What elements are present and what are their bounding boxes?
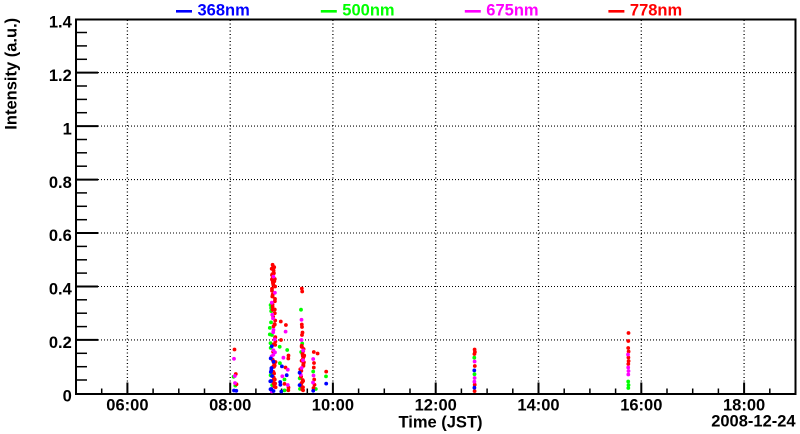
svg-text:1.2: 1.2 [49,67,72,85]
svg-text:0.2: 0.2 [49,334,72,352]
svg-text:12:00: 12:00 [415,397,457,415]
svg-text:14:00: 14:00 [517,397,559,415]
svg-text:08:00: 08:00 [209,397,251,415]
svg-text:2008-12-24: 2008-12-24 [711,413,796,431]
svg-text:675nm: 675nm [486,2,538,20]
svg-text:500nm: 500nm [342,2,394,20]
svg-text:0.8: 0.8 [49,174,72,192]
svg-text:778nm: 778nm [630,2,682,20]
svg-text:1: 1 [63,120,72,138]
svg-text:368nm: 368nm [198,2,250,20]
svg-text:16:00: 16:00 [620,397,662,415]
svg-text:0.6: 0.6 [49,227,72,245]
svg-text:Intensity (a.u.): Intensity (a.u.) [3,18,21,130]
svg-text:06:00: 06:00 [106,397,148,415]
svg-text:18:00: 18:00 [723,397,765,415]
svg-text:10:00: 10:00 [312,397,354,415]
svg-text:0: 0 [63,388,72,406]
svg-text:1.4: 1.4 [49,13,73,31]
svg-text:Time (JST): Time (JST) [398,414,482,432]
svg-text:0.4: 0.4 [49,281,73,299]
